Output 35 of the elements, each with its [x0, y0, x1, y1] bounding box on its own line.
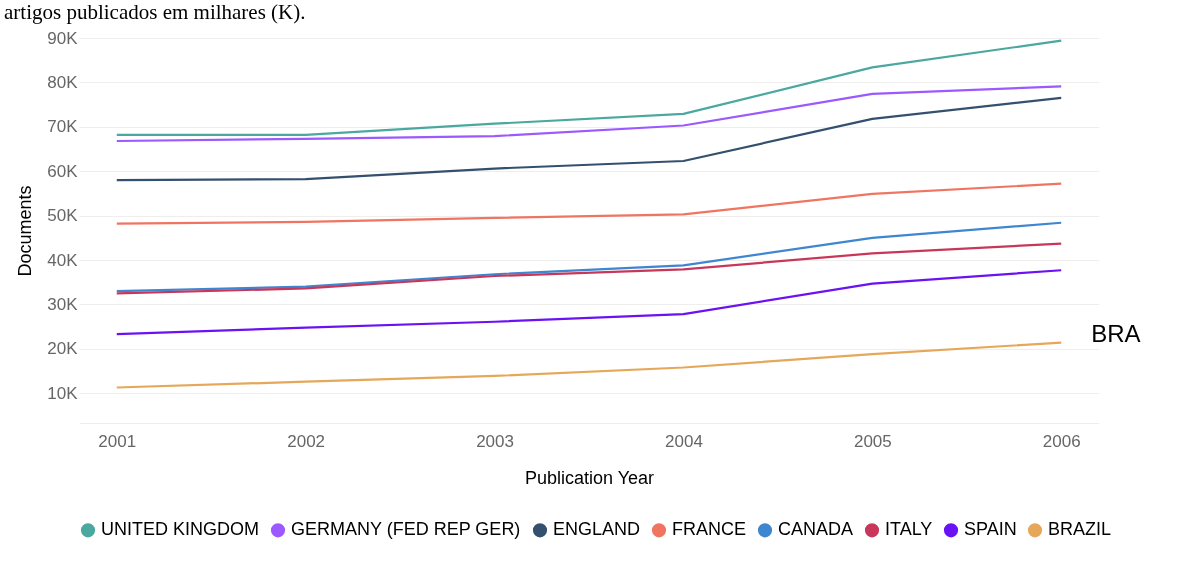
- legend-label: CANADA: [778, 519, 854, 540]
- legend-label: FRANCE: [672, 519, 747, 540]
- y-tick-label: 30K: [47, 294, 79, 314]
- line-series: [115, 221, 1063, 293]
- y-tick-label: 70K: [47, 117, 79, 137]
- legend-label: UNITED KINGDOM: [101, 519, 260, 540]
- chart-title: artigos publicados em milhares (K).: [4, 0, 306, 24]
- x-tick-label: 2006: [1042, 431, 1081, 451]
- x-tick-label: 2002: [287, 431, 326, 451]
- legend-label: ENGLAND: [553, 519, 641, 540]
- annotation: BRA: [1091, 319, 1141, 347]
- x-tick-label: 2005: [853, 431, 892, 451]
- legend-label: GERMANY (FED REP GER): [291, 519, 521, 540]
- y-axis-title: Documents: [15, 185, 36, 277]
- line-series: [115, 96, 1063, 182]
- x-tick-label: 2001: [98, 431, 137, 451]
- x-tick-label: 2003: [476, 431, 514, 451]
- y-tick-label: 10K: [47, 383, 79, 403]
- line-series: [115, 242, 1063, 295]
- y-tick-label: 90K: [47, 28, 79, 48]
- legend-label: SPAIN: [964, 519, 1017, 540]
- line-series: [115, 182, 1063, 225]
- y-tick-label: 60K: [47, 161, 79, 181]
- y-tick-label: 20K: [47, 339, 79, 359]
- y-tick-label: 50K: [47, 206, 79, 226]
- legend-label: BRAZIL: [1048, 519, 1112, 540]
- line-series: [115, 341, 1063, 389]
- legend-label: ITALY: [885, 519, 933, 540]
- y-tick-label: 40K: [47, 250, 79, 270]
- y-tick-label: 80K: [47, 72, 79, 92]
- line-series: [115, 85, 1063, 143]
- line-series: [115, 39, 1063, 136]
- x-tick-label: 2004: [665, 431, 703, 451]
- line-series: [115, 269, 1063, 336]
- x-axis-title: Publication Year: [524, 467, 655, 488]
